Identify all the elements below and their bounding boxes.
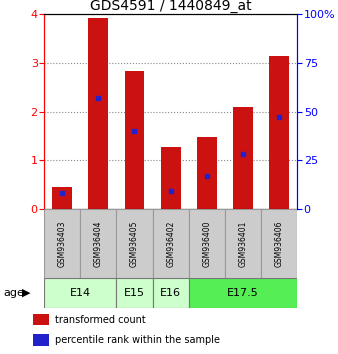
Bar (225, 209, 261, 278)
Text: age: age (3, 288, 24, 298)
Text: GSM936403: GSM936403 (57, 220, 67, 267)
Bar (33, 314, 49, 325)
Bar (269, 56, 289, 209)
Bar (33, 334, 49, 346)
Bar (80, 209, 116, 278)
Text: GSM936401: GSM936401 (239, 220, 248, 267)
Bar (44, 209, 80, 278)
Bar (189, 209, 225, 278)
Bar (152, 209, 189, 278)
Text: transformed count: transformed count (55, 315, 146, 325)
Bar (233, 107, 253, 209)
Bar (116, 209, 152, 278)
Bar (197, 137, 217, 209)
Bar (88, 18, 108, 209)
Text: GSM936405: GSM936405 (130, 220, 139, 267)
Bar (44, 278, 116, 308)
Text: E16: E16 (160, 288, 181, 298)
Text: E14: E14 (70, 288, 91, 298)
Text: ▶: ▶ (22, 288, 30, 298)
Bar (261, 209, 297, 278)
Text: GSM936404: GSM936404 (94, 220, 103, 267)
Text: GSM936402: GSM936402 (166, 220, 175, 267)
Bar (52, 187, 72, 209)
Text: E17.5: E17.5 (227, 288, 259, 298)
Bar (189, 278, 297, 308)
Bar (116, 278, 152, 308)
Bar (124, 71, 144, 209)
Bar (161, 147, 180, 209)
Title: GDS4591 / 1440849_at: GDS4591 / 1440849_at (90, 0, 251, 13)
Text: E15: E15 (124, 288, 145, 298)
Text: percentile rank within the sample: percentile rank within the sample (55, 335, 220, 345)
Text: GSM936400: GSM936400 (202, 220, 211, 267)
Bar (152, 278, 189, 308)
Text: GSM936406: GSM936406 (275, 220, 284, 267)
